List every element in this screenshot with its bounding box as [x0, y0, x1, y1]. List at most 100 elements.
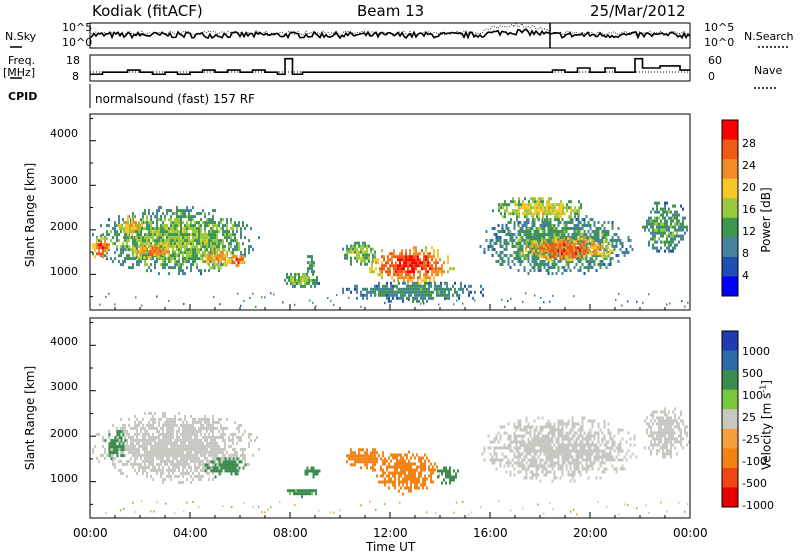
heatmap-cell-0 [234, 450, 236, 454]
heatmap-cell-5 [354, 454, 356, 458]
heatmap-cell-0 [210, 236, 212, 240]
heatmap-cell-12 [541, 255, 543, 259]
heatmap-cell-11 [559, 257, 562, 260]
heatmap-cell-11 [529, 230, 532, 233]
heatmap-cell-8 [533, 449, 536, 453]
heatmap-cell-0 [152, 233, 154, 237]
heatmap-cell-0 [166, 435, 168, 439]
heatmap-cell-8 [497, 446, 500, 450]
heatmap-cell-4 [299, 492, 301, 496]
heatmap-cell-8 [557, 443, 560, 447]
heatmap-cell-11 [533, 221, 536, 224]
heatmap-cell-4 [217, 248, 220, 252]
heatmap-cell-8 [541, 446, 544, 450]
heatmap-cell-10 [412, 281, 414, 285]
heatmap-cell-8 [517, 422, 520, 426]
heatmap-cell-8 [527, 446, 530, 450]
heatmap-cell-10 [452, 284, 454, 288]
heatmap-cell-13 [522, 203, 524, 207]
heatmap-cell-8 [360, 262, 362, 266]
heatmap-cell-11 [561, 230, 564, 233]
heatmap-cell-2 [123, 227, 125, 230]
heatmap-cell-0 [206, 242, 208, 246]
heatmap-cell-0 [164, 414, 166, 418]
heatmap-cell-0 [180, 248, 182, 252]
heatmap-cell-9 [397, 255, 399, 259]
heatmap-cell-11 [607, 263, 610, 266]
heatmap-cell-14 [670, 234, 672, 238]
heatmap-cell-11 [545, 257, 548, 260]
heatmap-cell-0 [154, 420, 156, 424]
scatter-speckle [420, 302, 422, 305]
heatmap-cell-11 [559, 230, 562, 233]
heatmap-cell-0 [230, 236, 232, 240]
heatmap-cell-7 [449, 478, 451, 482]
heatmap-cell-10 [446, 287, 448, 291]
heatmap-cell-5 [346, 460, 348, 464]
heatmap-cell-0 [158, 218, 160, 222]
heatmap-cell-13 [528, 206, 530, 210]
heatmap-cell-10 [446, 284, 448, 288]
heatmap-cell-8 [529, 431, 532, 435]
heatmap-cell-8 [545, 467, 548, 471]
heatmap-cell-9 [417, 252, 419, 256]
heatmap-cell-7 [453, 478, 455, 482]
heatmap-cell-10 [404, 293, 406, 297]
scatter-speckle [315, 305, 317, 308]
heatmap-cell-0 [136, 239, 138, 243]
heatmap-cell-11 [487, 248, 490, 251]
heatmap-cell-0 [162, 453, 164, 457]
heatmap-cell-11 [519, 230, 522, 233]
heatmap-cell-7 [453, 469, 455, 473]
heatmap-cell-11 [563, 245, 566, 248]
heatmap-cell-11 [615, 239, 618, 242]
heatmap-cell-14 [654, 237, 656, 241]
heatmap-cell-14 [662, 231, 664, 235]
heatmap-cell-0 [198, 212, 200, 216]
heatmap-cell-5 [382, 454, 384, 458]
heatmap-cell-8 [553, 431, 556, 435]
heatmap-cell-5 [358, 457, 360, 461]
heatmap-cell-14 [670, 222, 672, 226]
heatmap-cell-0 [144, 236, 146, 240]
heatmap-cell-0 [162, 212, 164, 216]
heatmap-cell-5 [352, 457, 354, 461]
heatmap-cell-8 [557, 461, 560, 465]
heatmap-cell-8 [491, 461, 494, 465]
heatmap-cell-9 [441, 267, 443, 271]
heatmap-cell-0 [148, 242, 150, 246]
heatmap-cell-11 [617, 239, 620, 242]
heatmap-cell-12 [569, 243, 571, 247]
heatmap-cell-3 [137, 250, 140, 253]
heatmap-cell-13 [536, 215, 538, 219]
heatmap-cell-0 [170, 420, 172, 424]
heatmap-cell-10 [422, 287, 424, 291]
heatmap-cell-8 [348, 250, 350, 254]
heatmap-cell-0 [168, 260, 170, 264]
heatmap-cell-0 [202, 260, 204, 264]
heatmap-cell-1 [112, 451, 115, 455]
heatmap-cell-0 [184, 456, 186, 460]
heatmap-cell-11 [499, 263, 502, 266]
heatmap-cell-14 [672, 204, 674, 208]
heatmap-cell-0 [184, 432, 186, 436]
heatmap-cell-8 [481, 452, 484, 456]
heatmap-cell-4 [209, 257, 212, 261]
heatmap-cell-6 [424, 477, 426, 481]
heatmap-cell-0 [222, 227, 224, 231]
heatmap-cell-0 [174, 212, 176, 216]
heatmap-cell-14 [652, 225, 654, 229]
heatmap-cell-11 [569, 260, 572, 263]
heatmap-cell-11 [597, 263, 600, 266]
heatmap-cell-9 [431, 264, 433, 268]
heatmap-cell-0 [164, 447, 166, 451]
heatmap-cell-0 [216, 224, 218, 228]
scatter-speckle [573, 295, 575, 298]
heatmap-cell-8 [547, 449, 550, 453]
heatmap-cell-7 [437, 475, 439, 479]
heatmap-cell-0 [204, 426, 206, 430]
heatmap-cell-0 [130, 426, 132, 430]
heatmap-cell-5 [366, 466, 368, 470]
heatmap-cell-6 [406, 468, 408, 472]
heatmap-cell-9 [405, 249, 407, 253]
